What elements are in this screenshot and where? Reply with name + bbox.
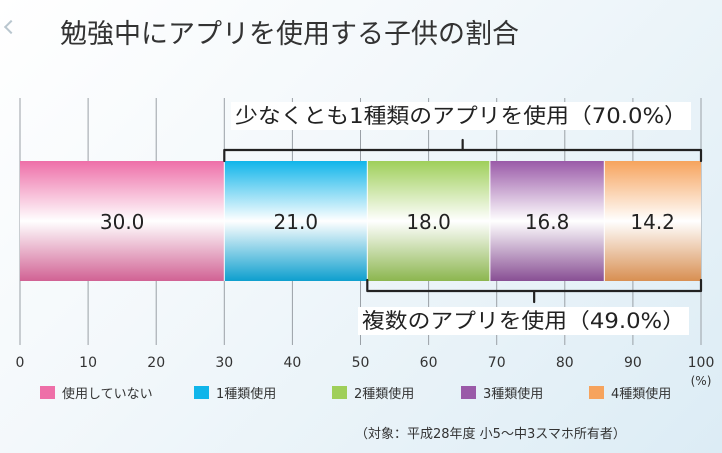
chart-title: 勉強中にアプリを使用する子供の割合 xyxy=(60,19,519,50)
x-tick-label-50: 50 xyxy=(352,355,370,371)
x-tick-label-60: 60 xyxy=(420,355,438,371)
x-tick-label-70: 70 xyxy=(488,355,506,371)
x-tick-label-0: 0 xyxy=(16,355,25,371)
legend-label-4: 4種類使用 xyxy=(611,386,671,402)
x-tick-label-20: 20 xyxy=(147,355,165,371)
legend-label-0: 使用していない xyxy=(62,386,153,402)
legend-swatch-0 xyxy=(40,386,55,399)
legend-label-2: 2種類使用 xyxy=(354,386,414,402)
bracket-label-bg-0 xyxy=(231,102,691,130)
bar-value-label-2: 18.0 xyxy=(406,210,451,234)
legend-label-1: 1種類使用 xyxy=(216,386,276,402)
bracket-label-above: 少なくとも1種類のアプリを使用（70.0%） xyxy=(235,104,687,128)
bar-value-label-1: 21.0 xyxy=(274,210,319,234)
bar-2 xyxy=(367,161,490,281)
legend-swatch-4 xyxy=(589,386,604,399)
bar-value-label-0: 30.0 xyxy=(100,210,145,234)
bar-0 xyxy=(20,161,225,281)
footnote: （対象：平成28年度 小5〜中3スマホ所有者） xyxy=(355,426,626,442)
legend-swatch-1 xyxy=(194,386,209,399)
x-tick-label-80: 80 xyxy=(556,355,574,371)
bracket-label-below: 複数のアプリを使用（49.0%） xyxy=(362,309,685,333)
bar-value-label-4: 14.2 xyxy=(630,210,675,234)
legend-swatch-2 xyxy=(332,386,347,399)
bar-3 xyxy=(489,161,605,281)
x-tick-label-100: 100 xyxy=(688,355,715,371)
legend-swatch-3 xyxy=(461,386,476,399)
bracket-above xyxy=(223,138,703,163)
bar-1 xyxy=(224,161,368,281)
x-axis-unit: (%) xyxy=(691,374,712,388)
bar-4 xyxy=(604,161,701,281)
bracket-label-bg-1 xyxy=(358,307,689,335)
bracket-below xyxy=(366,278,703,304)
x-tick-label-40: 40 xyxy=(283,355,301,371)
x-tick-label-90: 90 xyxy=(624,355,642,371)
legend-label-3: 3種類使用 xyxy=(483,386,543,402)
bar-value-label-3: 16.8 xyxy=(525,210,570,234)
x-tick-label-10: 10 xyxy=(79,355,97,371)
x-tick-label-30: 30 xyxy=(215,355,233,371)
